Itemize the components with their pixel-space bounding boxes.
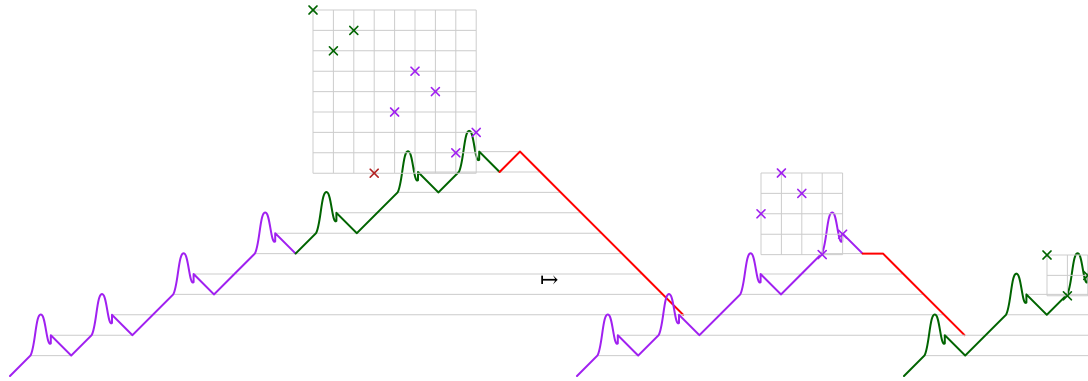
ladder-rungs bbox=[597, 253, 965, 357]
red-path-segment bbox=[498, 150, 685, 316]
cross-stroke bbox=[369, 168, 380, 178]
cross-stroke bbox=[308, 5, 318, 15]
ladder-rungs bbox=[924, 293, 1088, 357]
right-panel bbox=[903, 250, 1088, 377]
green-path-segment bbox=[294, 130, 501, 255]
cross-mark bbox=[348, 25, 359, 36]
cross-stroke bbox=[776, 168, 787, 178]
ladder-rungs bbox=[30, 151, 684, 357]
cross-stroke bbox=[471, 127, 482, 138]
cross-stroke bbox=[837, 229, 848, 239]
red-path-segment bbox=[861, 252, 966, 337]
cross-stroke bbox=[756, 209, 766, 219]
cross-mark bbox=[837, 229, 848, 239]
green-path-segment bbox=[903, 252, 1088, 377]
cross-mark bbox=[796, 188, 807, 199]
cross-mark bbox=[776, 168, 787, 178]
purple-path-segment bbox=[9, 211, 297, 377]
cross-stroke bbox=[430, 86, 441, 97]
maps-to-arrow: ↦ bbox=[540, 268, 559, 293]
cross-mark bbox=[328, 45, 339, 56]
cross-stroke bbox=[410, 66, 420, 76]
purple-path-segment bbox=[576, 211, 864, 377]
cross-mark bbox=[471, 127, 482, 138]
cross-mark bbox=[308, 5, 318, 15]
cross-mark bbox=[389, 107, 400, 117]
cross-mark bbox=[1062, 290, 1073, 301]
cross-stroke bbox=[1042, 250, 1052, 260]
middle-panel bbox=[576, 168, 966, 377]
left-panel bbox=[9, 5, 685, 377]
cross-stroke bbox=[796, 188, 807, 199]
cross-stroke bbox=[389, 107, 400, 117]
cross-mark bbox=[1042, 250, 1052, 260]
cross-mark bbox=[410, 66, 420, 76]
cross-stroke bbox=[817, 249, 828, 260]
cross-mark bbox=[430, 86, 441, 97]
cross-stroke bbox=[348, 25, 359, 36]
cross-stroke bbox=[1062, 290, 1073, 301]
cross-stroke bbox=[450, 148, 461, 158]
cross-stroke bbox=[328, 45, 339, 56]
cross-mark bbox=[450, 148, 461, 158]
cross-mark bbox=[817, 249, 828, 260]
cross-mark bbox=[756, 209, 766, 219]
cross-mark bbox=[369, 168, 380, 178]
permutation-grid bbox=[756, 168, 848, 260]
permutation-grid bbox=[308, 5, 482, 178]
